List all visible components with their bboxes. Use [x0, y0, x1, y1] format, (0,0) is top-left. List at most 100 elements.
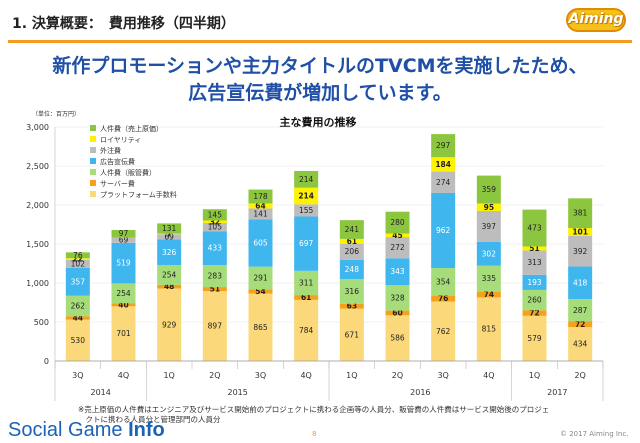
data-label: 605: [253, 239, 268, 248]
bar-segment: [248, 189, 273, 204]
data-label: 76: [73, 251, 83, 260]
bar-segment: [522, 246, 547, 251]
data-label: 262: [71, 302, 86, 311]
bar-segment: [431, 301, 456, 361]
legend-label: サーバー費: [100, 179, 135, 188]
bar-segment: [522, 315, 547, 361]
bar-segment: [568, 198, 593, 229]
bar-segment: [65, 267, 90, 296]
data-label: 51: [529, 244, 539, 253]
bar-segment: [65, 295, 90, 317]
bar-segment: [385, 310, 410, 316]
data-label: 434: [573, 340, 588, 349]
data-label: 61: [301, 293, 311, 302]
year-label: 2017: [547, 388, 567, 397]
bar-segment: [202, 231, 227, 265]
data-label: 72: [575, 320, 585, 329]
data-label: 397: [482, 222, 497, 231]
bar-segment: [568, 228, 593, 236]
data-label: 671: [345, 330, 360, 339]
data-label: 69: [119, 236, 129, 245]
legend-swatch: [90, 125, 96, 131]
data-label: 51: [210, 285, 220, 294]
bar-segment: [522, 250, 547, 275]
data-label: 40: [118, 300, 128, 309]
bar-segment: [294, 187, 319, 205]
data-label: 381: [573, 209, 588, 218]
data-label: 97: [119, 229, 129, 238]
bar-segment: [431, 295, 456, 302]
bar-segment: [202, 220, 227, 224]
bar-segment: [476, 297, 501, 361]
bar-segment: [568, 327, 593, 361]
x-tick-label: 2Q: [574, 371, 585, 380]
x-tick-label: 4Q: [118, 371, 129, 380]
data-label: 145: [208, 210, 223, 219]
y-tick-label: 2,000: [26, 201, 49, 210]
bar-segment: [294, 299, 319, 361]
data-label: 897: [208, 322, 223, 331]
data-label: 241: [345, 225, 360, 234]
data-label: 214: [299, 175, 314, 184]
bar-segment: [248, 219, 273, 267]
data-label: 102: [71, 259, 86, 268]
bar-segment: [431, 171, 456, 193]
data-label: 328: [390, 293, 405, 302]
x-tick-label: 1Q: [163, 371, 174, 380]
data-label: 357: [71, 277, 86, 286]
bar-segment: [339, 279, 364, 304]
data-label: 184: [435, 160, 451, 169]
x-tick-label: 1Q: [346, 371, 357, 380]
x-tick-label: 4Q: [483, 371, 494, 380]
bar-segment: [202, 287, 227, 292]
year-label: 2014: [90, 388, 110, 397]
bar-segment: [248, 293, 273, 361]
legend-label: 広告宣伝費: [100, 157, 135, 166]
y-tick-label: 0: [44, 357, 49, 366]
data-label: 274: [436, 178, 451, 187]
unit-label: （単位：百万円）: [32, 110, 80, 118]
data-label: 272: [390, 243, 405, 252]
copyright: © 2017 Aiming Inc.: [560, 430, 629, 438]
footnote-line-1: ※売上原価の人件費はエンジニア及びサービス開始前のプロジェクトに携わる企画等の人…: [78, 405, 550, 414]
bar-segment: [248, 203, 273, 209]
data-label: 418: [573, 278, 588, 287]
bar-segment: [111, 283, 136, 304]
legend-swatch: [90, 180, 96, 186]
data-label: 22: [73, 255, 83, 264]
brand-bold: Info: [128, 419, 165, 441]
legend-label: ロイヤリティ: [100, 136, 141, 144]
data-label: 762: [436, 327, 451, 336]
bar-segment: [522, 310, 547, 316]
y-tick-label: 3,000: [26, 123, 49, 132]
data-label: 60: [392, 308, 402, 317]
data-label: 178: [253, 192, 268, 201]
data-label: 392: [573, 247, 588, 256]
bar-segment: [294, 204, 319, 217]
header-divider: [8, 40, 632, 43]
bar-segment: [385, 258, 410, 286]
data-label: 48: [164, 282, 174, 291]
legend-label: 人件費（販管費）: [100, 168, 156, 177]
bar-segment: [568, 321, 593, 328]
x-tick-label: 3Q: [255, 371, 266, 380]
bar-segment: [248, 289, 273, 294]
bar-segment: [65, 259, 90, 268]
bar-segment: [476, 265, 501, 292]
y-tick-label: 1,000: [26, 279, 49, 288]
data-label: 865: [253, 323, 268, 332]
data-label: 131: [162, 224, 177, 233]
data-label: 283: [208, 272, 223, 281]
data-label: 354: [436, 277, 451, 286]
data-label: 254: [162, 270, 177, 279]
stacked-bar-chart: （単位：百万円） 主な費用の推移 0 500 1,000 1,500 2,000 2,50…: [26, 110, 604, 401]
data-label: 287: [573, 306, 588, 315]
chart-title: 主な費用の推移: [280, 115, 357, 129]
data-label: 141: [253, 209, 268, 218]
data-label: 929: [162, 320, 177, 329]
legend-label: 人件費（売上原価）: [100, 124, 163, 133]
bar-segment: [522, 209, 547, 247]
year-label: 2015: [227, 388, 247, 397]
bar-segment: [385, 237, 410, 259]
data-label: 76: [438, 294, 448, 303]
